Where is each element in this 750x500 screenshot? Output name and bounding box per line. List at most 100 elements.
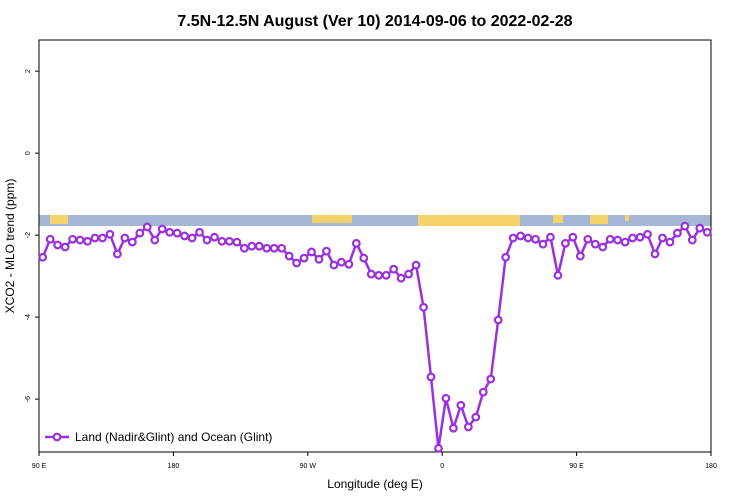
point	[620, 237, 630, 247]
x-tick-label: 90 W	[300, 463, 317, 470]
point	[516, 231, 525, 241]
point	[374, 270, 384, 280]
point	[105, 229, 115, 239]
point	[98, 233, 107, 243]
point	[553, 270, 563, 280]
point	[120, 233, 130, 243]
point	[650, 249, 660, 259]
point	[598, 242, 608, 252]
point	[471, 412, 481, 422]
point	[583, 234, 593, 244]
y-tick-label: -2	[25, 232, 32, 238]
x-tick-label: 90 E	[32, 463, 47, 470]
point	[404, 269, 414, 279]
point	[568, 232, 578, 242]
point	[456, 400, 466, 410]
point	[165, 227, 175, 237]
point	[538, 239, 548, 249]
point	[150, 235, 160, 245]
point	[628, 233, 637, 243]
point	[299, 253, 309, 263]
point	[180, 231, 190, 241]
point	[157, 224, 167, 234]
y-axis-label: XCO2 - MLO trend (ppm)	[3, 179, 17, 314]
point	[247, 241, 257, 251]
point	[187, 233, 197, 243]
point	[344, 259, 354, 269]
point	[269, 243, 279, 253]
y-tick-label: 0	[25, 151, 32, 155]
land-ocean-strip	[39, 215, 711, 226]
point	[359, 253, 369, 263]
point	[613, 235, 623, 245]
point	[239, 243, 249, 253]
point	[202, 235, 212, 245]
point	[680, 221, 690, 231]
chart-title: 7.5N-12.5N August (Ver 10) 2014-09-06 to…	[177, 13, 572, 30]
y-tick-label: -6	[25, 396, 32, 402]
point	[381, 270, 391, 280]
point	[396, 273, 406, 283]
point	[284, 251, 294, 261]
point	[523, 233, 533, 243]
point	[546, 232, 555, 242]
y-tick-label: -4	[25, 314, 32, 320]
point	[53, 240, 63, 250]
x-tick-label: 180	[168, 463, 180, 470]
point	[112, 249, 122, 259]
point	[673, 228, 682, 238]
x-tick-label: 90 E	[569, 463, 584, 470]
point	[224, 236, 234, 246]
point	[217, 236, 227, 246]
point	[561, 238, 570, 248]
point	[90, 233, 100, 243]
point	[83, 236, 92, 246]
x-axis-label: Longitude (deg E)	[327, 477, 422, 491]
point	[508, 233, 518, 243]
point	[75, 235, 85, 245]
point	[172, 228, 182, 238]
point	[314, 254, 324, 264]
point	[60, 242, 70, 252]
point	[419, 302, 428, 312]
point	[501, 252, 511, 262]
point	[635, 232, 645, 242]
point	[575, 251, 585, 261]
point	[531, 234, 540, 244]
point	[389, 264, 399, 274]
x-tick-label: 180	[705, 463, 717, 470]
point	[292, 258, 302, 268]
point	[463, 422, 473, 432]
point	[478, 387, 488, 397]
point	[687, 235, 697, 245]
point	[351, 238, 361, 248]
x-tick-label: 0	[440, 463, 444, 470]
point	[232, 237, 242, 247]
point	[142, 222, 152, 232]
y-tick-label: 2	[25, 69, 32, 73]
point	[411, 260, 421, 270]
point	[702, 227, 712, 237]
point	[643, 229, 652, 239]
point	[441, 393, 451, 403]
point	[658, 233, 667, 243]
series-line	[41, 224, 708, 449]
point	[262, 243, 272, 253]
point	[695, 223, 705, 233]
point	[605, 234, 615, 244]
point	[366, 269, 376, 279]
point	[307, 247, 316, 257]
point	[277, 243, 287, 253]
point	[329, 260, 339, 270]
point	[322, 246, 331, 256]
point	[38, 252, 48, 262]
point	[486, 374, 496, 384]
point	[127, 237, 137, 247]
point	[434, 443, 443, 453]
point	[210, 232, 219, 242]
point	[135, 228, 145, 238]
point	[665, 237, 675, 247]
point	[493, 315, 503, 325]
point	[449, 423, 458, 433]
